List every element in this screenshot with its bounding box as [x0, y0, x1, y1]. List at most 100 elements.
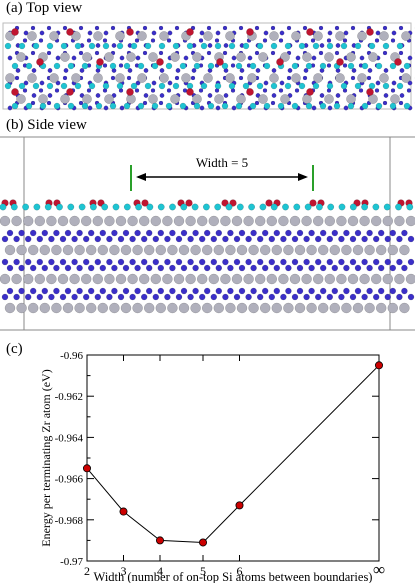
- boron-atom: [239, 68, 245, 73]
- zirconium-atom: [248, 302, 259, 314]
- zirconium-atom: [143, 302, 155, 314]
- boron-atom: [273, 287, 280, 295]
- boron-atom: [166, 38, 172, 43]
- boron-atom: [198, 235, 206, 243]
- boron-atom: [262, 229, 269, 237]
- zirconium-atom: [248, 244, 259, 256]
- silicon-atom: [291, 102, 299, 110]
- boron-atom: [192, 229, 199, 237]
- boron-atom: [36, 293, 43, 301]
- silicon-atom: [25, 62, 33, 70]
- y-tick-label: -0.97: [60, 556, 83, 568]
- boron-atom: [343, 30, 349, 36]
- boron-atom: [268, 293, 275, 301]
- zirconium-atom: [359, 215, 370, 227]
- boron-atom: [227, 229, 234, 237]
- boron-atom: [111, 229, 118, 237]
- boron-atom: [129, 293, 136, 301]
- boron-atom: [64, 229, 72, 237]
- boron-atom: [338, 235, 345, 243]
- boron-atom: [223, 93, 229, 98]
- oxygen-atom: [11, 28, 19, 36]
- boron-atom: [238, 287, 246, 295]
- boron-atom: [245, 258, 252, 266]
- zirconium-atom: [313, 273, 324, 285]
- boron-atom: [342, 38, 348, 43]
- boron-atom: [295, 55, 301, 61]
- boron-atom: [25, 258, 32, 266]
- boron-atom: [38, 38, 44, 43]
- silicon-atom: [11, 102, 19, 110]
- zirconium-atom: [203, 31, 213, 41]
- boron-atom: [257, 235, 264, 243]
- boron-atom: [175, 258, 183, 266]
- zirconium-atom: [16, 302, 27, 314]
- silicon-atom: [200, 82, 208, 90]
- silicon-atom: [389, 62, 397, 70]
- boron-atom: [157, 264, 165, 272]
- boron-atom: [203, 264, 211, 272]
- boron-atom: [257, 293, 264, 301]
- zirconium-atom: [324, 273, 335, 285]
- boron-atom: [7, 105, 13, 111]
- boron-atom: [334, 50, 340, 56]
- boron-atom: [230, 63, 236, 68]
- silicon-atom: [4, 82, 12, 90]
- boron-atom: [151, 30, 157, 36]
- silicon-atom: [263, 62, 271, 70]
- boron-atom: [46, 100, 52, 106]
- silicon-atom: [53, 62, 61, 70]
- boron-atom: [361, 258, 368, 266]
- silicon-atom: [347, 102, 355, 110]
- zirconium-atom: [159, 31, 169, 41]
- zirconium-atom: [92, 215, 104, 227]
- boron-atom: [214, 38, 220, 43]
- zirconium-atom: [115, 73, 125, 83]
- oxygen-atom: [336, 58, 344, 66]
- silicon-atom: [130, 42, 138, 50]
- boron-atom: [343, 264, 350, 272]
- boron-atom: [280, 258, 287, 266]
- zirconium-atom: [16, 94, 26, 104]
- zirconium-atom: [159, 73, 169, 83]
- boron-atom: [18, 229, 25, 237]
- zirconium-atom: [28, 302, 39, 314]
- zirconium-atom: [82, 52, 92, 62]
- boron-atom: [36, 258, 43, 266]
- zirconium-atom: [271, 244, 282, 256]
- silicon-atom: [0, 203, 7, 211]
- boron-atom: [262, 264, 269, 272]
- boron-atom: [349, 293, 357, 301]
- data-point: [119, 507, 128, 516]
- boron-atom: [103, 30, 109, 36]
- boron-atom: [94, 293, 102, 301]
- boron-atom: [207, 43, 213, 48]
- oxygen-atom: [141, 199, 149, 207]
- boron-atom: [64, 287, 72, 295]
- zirconium-atom: [51, 302, 62, 314]
- boron-atom: [76, 229, 83, 237]
- zirconium-atom: [104, 215, 115, 227]
- boron-atom: [169, 229, 176, 237]
- boron-atom: [375, 80, 381, 86]
- silicon-atom: [375, 102, 383, 110]
- boron-atom: [1, 293, 9, 301]
- boron-atom: [95, 93, 101, 98]
- silicon-atom: [191, 203, 199, 211]
- oxygen-atom: [366, 88, 374, 96]
- silicon-atom: [144, 42, 152, 50]
- x-tick-label: 4: [157, 564, 163, 578]
- data-point: [235, 501, 244, 510]
- silicon-atom: [123, 203, 131, 211]
- silicon-atom: [95, 102, 103, 110]
- silicon-atom: [326, 42, 334, 50]
- x-tick-label: 5: [200, 564, 206, 578]
- zirconium-atom: [4, 244, 16, 256]
- silicon-atom: [256, 42, 264, 50]
- boron-atom: [55, 80, 61, 86]
- silicon-atom: [186, 82, 194, 90]
- zirconium-atom: [399, 302, 410, 314]
- silicon-atom: [349, 203, 357, 211]
- boron-atom: [39, 30, 45, 36]
- boron-atom: [250, 229, 257, 237]
